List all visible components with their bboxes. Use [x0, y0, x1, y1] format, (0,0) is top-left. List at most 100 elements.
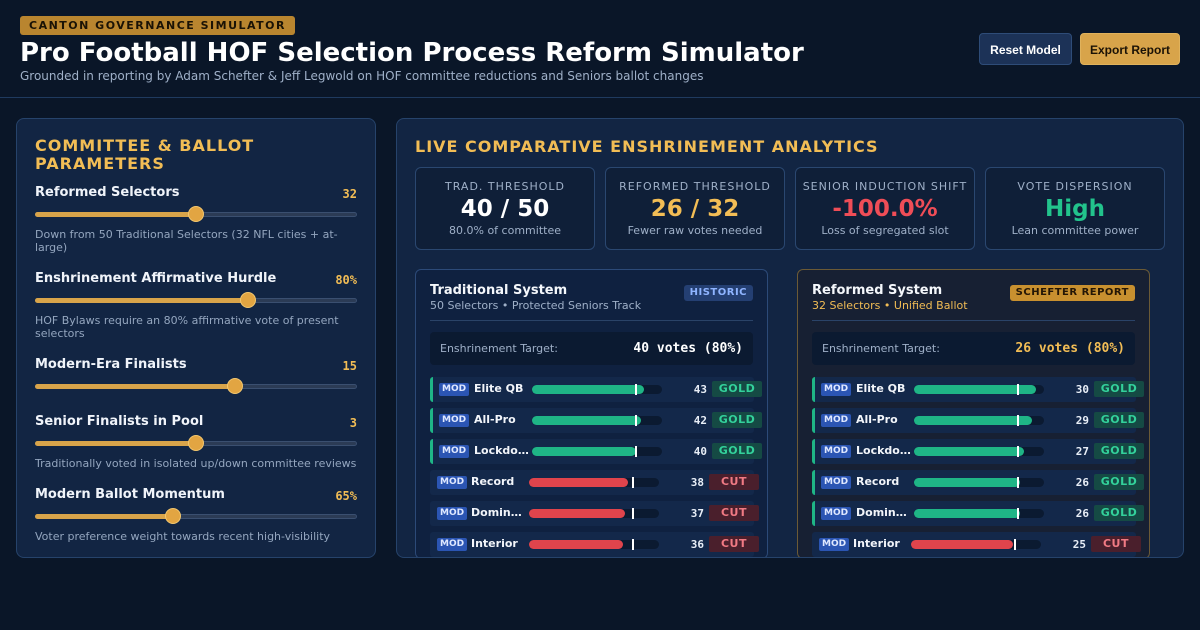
- historic-badge: HISTORIC: [683, 285, 753, 301]
- candidate-name: All-Pro: [856, 413, 898, 426]
- param-value: 3: [349, 416, 357, 430]
- export-report-button[interactable]: Export Report: [1080, 33, 1180, 65]
- system-title: Reformed System: [812, 283, 943, 298]
- page-subtitle: Grounded in reporting by Adam Schefter &…: [20, 69, 704, 83]
- modern-finalists-slider[interactable]: [35, 378, 357, 394]
- slider-fill: [35, 514, 174, 519]
- status-badge: CUT: [709, 474, 759, 490]
- stat-value: 40 / 50: [460, 196, 550, 222]
- status-badge: GOLD: [712, 443, 762, 459]
- vote-bar: [529, 477, 659, 488]
- era-tag: MOD: [821, 476, 852, 489]
- vote-bar: [911, 539, 1041, 550]
- param-value: 15: [342, 359, 357, 373]
- enshrinement-target: Enshrinement Target: 40 votes (80%): [430, 332, 753, 365]
- param-label: Reformed Selectors: [35, 185, 180, 200]
- stat-sub: Fewer raw votes needed: [627, 224, 763, 237]
- candidate-row: MOD Elite QB 30 GOLD: [812, 377, 1144, 402]
- stat-card-trad-threshold: TRAD. THRESHOLD 40 / 50 80.0% of committ…: [415, 167, 595, 250]
- candidate-row: MOD Lockdown 27 GOLD: [812, 439, 1144, 464]
- stat-card-reformed-threshold: REFORMED THRESHOLD 26 / 32 Fewer raw vot…: [605, 167, 785, 250]
- slider-thumb[interactable]: [165, 508, 182, 524]
- vote-bar-fill: [914, 509, 1020, 518]
- candidate-name: Lockdown: [474, 444, 530, 457]
- analytics-panel-title: LIVE COMPARATIVE ENSHRINEMENT ANALYTICS: [415, 137, 879, 156]
- status-badge: GOLD: [1094, 412, 1144, 428]
- candidate-row: MOD All-Pro 42 GOLD: [430, 408, 762, 433]
- threshold-marker: [1014, 539, 1016, 550]
- vote-bar-fill: [532, 416, 642, 425]
- enshrinement-target: Enshrinement Target: 26 votes (80%): [812, 332, 1135, 365]
- param-note: HOF Bylaws require an 80% affirmative vo…: [35, 314, 339, 340]
- vote-count: 30: [1075, 383, 1089, 396]
- vote-count: 37: [690, 507, 704, 520]
- vote-bar-fill: [914, 447, 1024, 456]
- senior-finalists-slider[interactable]: [35, 435, 357, 451]
- stat-value: 26 / 32: [650, 196, 740, 222]
- vote-bar-fill: [914, 385, 1036, 394]
- system-subtitle: 50 Selectors • Protected Seniors Track: [430, 299, 642, 312]
- candidate-row: MOD Record 26 GOLD: [812, 470, 1144, 495]
- reformed-system-card: Reformed System 32 Selectors • Unified B…: [797, 269, 1150, 557]
- stat-value: -100.0%: [832, 196, 938, 222]
- reformed-selectors-slider[interactable]: [35, 206, 357, 222]
- affirmative-hurdle-slider[interactable]: [35, 292, 357, 308]
- candidate-name: Elite QB: [856, 382, 906, 395]
- era-tag: MOD: [437, 476, 468, 489]
- simulator-eyebrow-badge: CANTON GOVERNANCE SIMULATOR: [20, 16, 295, 35]
- candidate-row: MOD Elite QB 43 GOLD: [430, 377, 762, 402]
- candidate-row: MOD Interior 36 CUT: [430, 532, 759, 557]
- target-value: 40 votes (80%): [633, 341, 743, 356]
- slider-thumb[interactable]: [239, 292, 256, 308]
- param-value: 80%: [335, 273, 357, 287]
- status-badge: GOLD: [1094, 443, 1144, 459]
- candidate-name: Interior: [471, 537, 518, 550]
- vote-count: 27: [1075, 445, 1089, 458]
- vote-count: 26: [1075, 476, 1089, 489]
- status-badge: GOLD: [1094, 381, 1144, 397]
- stat-sub: Lean committee power: [1011, 224, 1139, 237]
- ballot-momentum-slider[interactable]: [35, 508, 357, 524]
- param-note: Traditionally voted in isolated up/down …: [35, 457, 357, 470]
- vote-bar: [914, 477, 1044, 488]
- candidate-row: MOD Interior 25 CUT: [812, 532, 1141, 557]
- candidate-row: MOD All-Pro 29 GOLD: [812, 408, 1144, 433]
- era-tag: MOD: [821, 383, 852, 396]
- vote-bar: [914, 446, 1044, 457]
- stat-sub: 80.0% of committee: [449, 224, 561, 237]
- era-tag: MOD: [821, 445, 852, 458]
- system-subtitle: 32 Selectors • Unified Ballot: [812, 299, 968, 312]
- param-label: Modern Ballot Momentum: [35, 487, 225, 502]
- vote-bar-fill: [529, 540, 623, 549]
- slider-thumb[interactable]: [188, 206, 204, 222]
- slider-fill: [35, 298, 248, 303]
- target-value: 26 votes (80%): [1015, 341, 1125, 356]
- candidate-row: MOD Dominant 37 CUT: [430, 501, 759, 526]
- schefter-report-badge: SCHEFTER REPORT: [1009, 285, 1135, 301]
- vote-count: 43: [693, 383, 707, 396]
- threshold-marker: [632, 539, 634, 550]
- era-tag: MOD: [437, 507, 468, 520]
- reset-model-button[interactable]: Reset Model: [979, 33, 1072, 65]
- target-label: Enshrinement Target:: [440, 342, 558, 355]
- stat-card-vote-dispersion: VOTE DISPERSION High Lean committee powe…: [985, 167, 1165, 250]
- candidate-row: MOD Dominant 26 GOLD: [812, 501, 1144, 526]
- vote-bar: [914, 508, 1044, 519]
- status-badge: CUT: [1091, 536, 1141, 552]
- slider-thumb[interactable]: [226, 378, 243, 394]
- era-tag: MOD: [819, 538, 850, 551]
- status-badge: CUT: [709, 536, 759, 552]
- status-badge: GOLD: [712, 412, 762, 428]
- vote-count: 29: [1075, 414, 1089, 427]
- vote-count: 26: [1075, 507, 1089, 520]
- slider-thumb[interactable]: [188, 435, 204, 451]
- stat-value: High: [1045, 196, 1105, 222]
- era-tag: MOD: [439, 414, 470, 427]
- threshold-marker: [1017, 415, 1019, 426]
- era-tag: MOD: [439, 445, 470, 458]
- param-note: Down from 50 Traditional Selectors (32 N…: [35, 228, 338, 254]
- param-value: 65%: [335, 489, 357, 503]
- param-label: Senior Finalists in Pool: [35, 414, 204, 429]
- slider-fill: [35, 441, 196, 446]
- analytics-panel: LIVE COMPARATIVE ENSHRINEMENT ANALYTICS …: [396, 118, 1184, 558]
